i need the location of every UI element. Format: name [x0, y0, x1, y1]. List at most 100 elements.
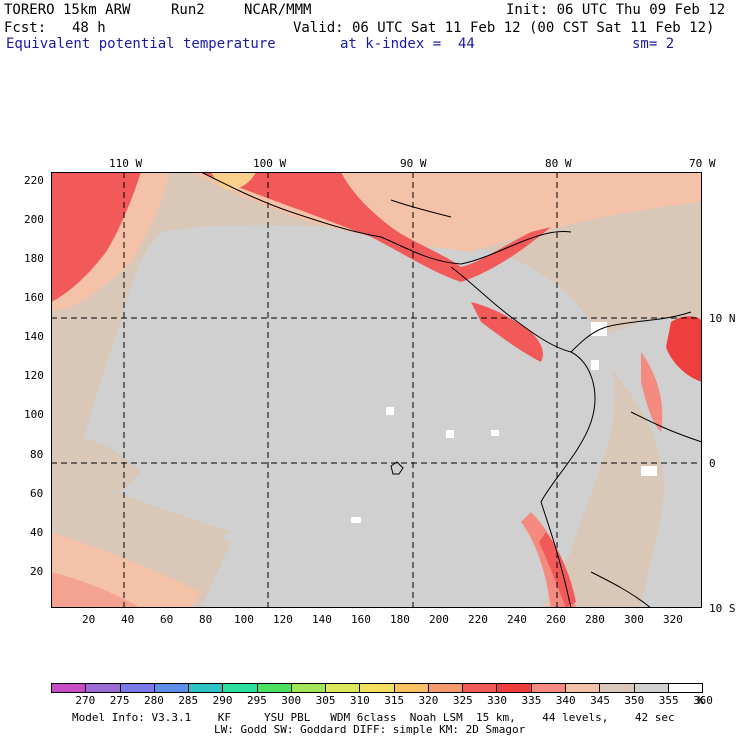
lon-label-110w: 110 W: [109, 157, 143, 170]
colorbar-segment: [668, 684, 703, 692]
x-tick-260: 260: [546, 613, 566, 626]
x-tick-160: 160: [351, 613, 371, 626]
lat-label-10s: 10 S: [709, 602, 736, 615]
white-spot-5: [591, 360, 599, 370]
white-spot-2: [386, 407, 394, 415]
lat-label-10n: 10 N: [709, 312, 736, 325]
x-tick-120: 120: [273, 613, 293, 626]
colorbar-segment: [86, 684, 121, 692]
colorbar-label: 340: [555, 694, 576, 707]
colorbar-segment: [257, 684, 292, 692]
x-tick-80: 80: [199, 613, 213, 626]
grey-band-main: [71, 224, 615, 608]
colorbar-label: 285: [178, 694, 199, 707]
x-tick-240: 240: [507, 613, 527, 626]
y-tick-200: 200: [24, 213, 44, 226]
x-tick-20: 20: [82, 613, 96, 626]
white-spot-7: [591, 322, 607, 336]
y-tick-140: 140: [24, 330, 44, 343]
x-tick-300: 300: [624, 613, 644, 626]
coastline-caribbean: [605, 311, 692, 328]
org-label: NCAR/MMM: [244, 2, 312, 18]
red-northwest: [51, 172, 141, 302]
y-tick-40: 40: [30, 526, 44, 539]
colorbar-label: 310: [349, 694, 370, 707]
level-label: at k-index = 44: [340, 36, 475, 52]
map-panel: [51, 172, 702, 608]
white-spot-1: [351, 517, 361, 523]
y-tick-160: 160: [24, 291, 44, 304]
lon-label-90w: 90 W: [400, 157, 427, 170]
colorbar-label: 280: [144, 694, 164, 707]
field-name: Equivalent potential temperature: [6, 36, 276, 52]
salmon-south-patch: [51, 572, 141, 608]
colorbar-segment: [463, 684, 498, 692]
colorbar-segment: [428, 684, 464, 692]
colorbar-label: 305: [315, 694, 336, 707]
model-info: Model Info: V3.3.1 KF YSU PBL WDM 6class…: [72, 711, 675, 724]
y-tick-20: 20: [30, 565, 44, 578]
red-east: [666, 316, 702, 382]
salmon-andes: [641, 352, 663, 432]
run-label: Run2: [171, 2, 205, 18]
forecast-label: Fcst:: [4, 20, 47, 36]
colorbar-segment: [531, 684, 566, 692]
colorbar-label: 315: [384, 694, 405, 707]
colorbar-label: 355: [658, 694, 679, 707]
colorbar-segment: [497, 684, 532, 692]
lat-lon-grid: [51, 172, 702, 608]
white-spot-4: [491, 430, 499, 436]
colorbar: [51, 683, 703, 693]
orange-pale-patch: [211, 172, 256, 190]
lat-label-0: 0: [709, 457, 716, 470]
red-central-america: [201, 172, 551, 282]
colorbar-segment: [189, 684, 224, 692]
y-tick-220: 220: [24, 174, 44, 187]
colorbar-segment: [223, 684, 258, 692]
colorbar-label: 275: [109, 694, 130, 707]
y-tick-180: 180: [24, 252, 44, 265]
x-tick-200: 200: [429, 613, 449, 626]
model-resolution: 15km ARW: [63, 2, 131, 18]
coastline-isthmus: [450, 266, 607, 353]
border-colombia: [630, 411, 702, 443]
x-tick-40: 40: [121, 613, 135, 626]
x-tick-280: 280: [585, 613, 605, 626]
y-tick-120: 120: [24, 369, 44, 382]
init-time: Init: 06 UTC Thu 09 Feb 12: [506, 2, 726, 18]
colorbar-label: 290: [212, 694, 233, 707]
tan-streak: [51, 436, 141, 492]
lon-label-80w: 80 W: [545, 157, 572, 170]
x-tick-220: 220: [468, 613, 488, 626]
colorbar-segment: [120, 684, 155, 692]
theta-e-field-map: [51, 172, 702, 608]
colorbar-segment: [360, 684, 395, 692]
colorbar-segment: [326, 684, 361, 692]
colorbar-label: 300: [281, 694, 302, 707]
white-spot-3: [446, 430, 454, 438]
x-tick-180: 180: [390, 613, 410, 626]
y-tick-80: 80: [30, 448, 44, 461]
x-tick-100: 100: [234, 613, 254, 626]
colorbar-label: 350: [624, 694, 645, 707]
colorbar-segment: [600, 684, 635, 692]
forecast-hour: 48 h: [72, 20, 106, 36]
smoothing-label: sm= 2: [632, 36, 675, 52]
colorbar-segment: [291, 684, 327, 692]
colorbar-segment: [565, 684, 601, 692]
colorbar-label: K: [697, 694, 705, 707]
colorbar-label: 345: [590, 694, 610, 707]
red-isthmus: [471, 302, 543, 362]
grey-south-america: [591, 318, 702, 608]
colorbar-label: 325: [452, 694, 473, 707]
colorbar-label: 335: [521, 694, 542, 707]
colorbar-label: 360: [693, 694, 713, 707]
coastline-mexico: [200, 172, 572, 265]
y-tick-100: 100: [24, 408, 44, 421]
colorbar-segment: [394, 684, 429, 692]
model-name: TORERO: [4, 2, 55, 18]
lon-label-100w: 100 W: [253, 157, 287, 170]
x-tick-140: 140: [312, 613, 332, 626]
physics-info: LW: Godd SW: Goddard DIFF: simple KM: 2D…: [214, 723, 526, 736]
x-tick-320: 320: [663, 613, 683, 626]
